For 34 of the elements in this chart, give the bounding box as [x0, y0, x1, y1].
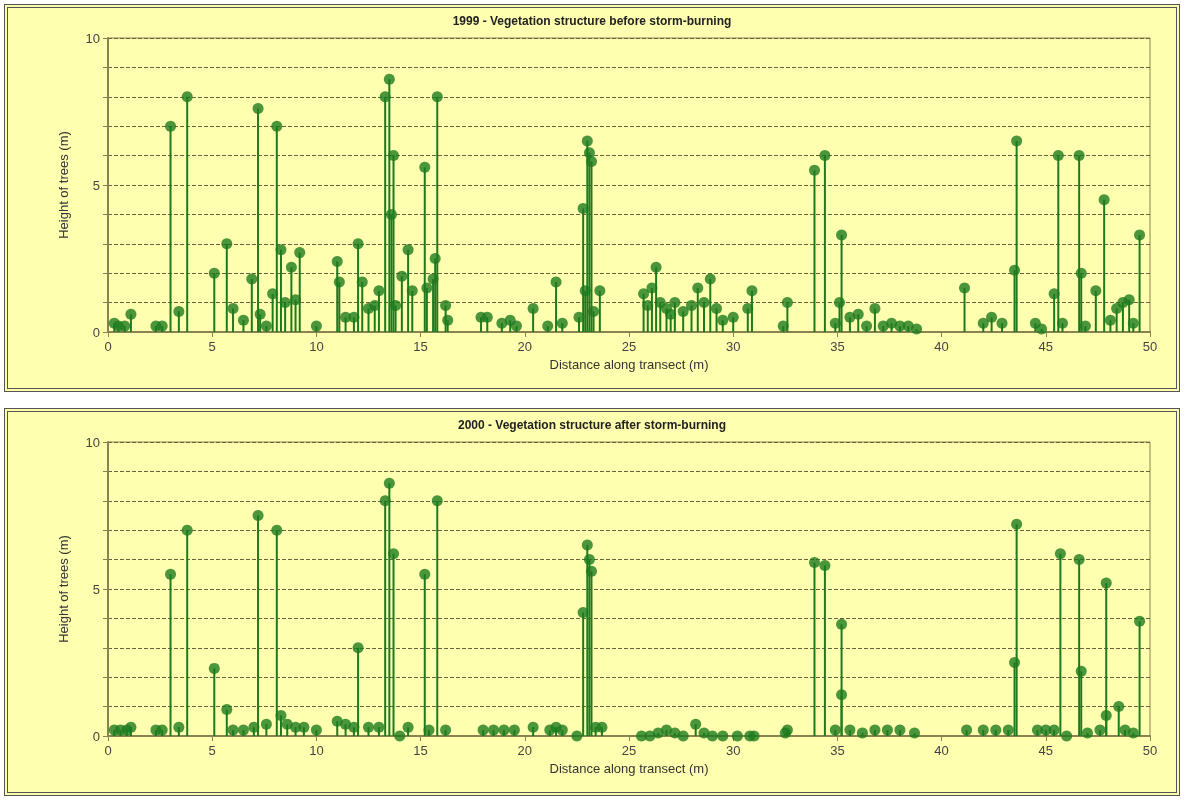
y-tick-label: 10 — [85, 434, 100, 450]
x-tick-label: 5 — [208, 339, 216, 354]
x-tick-label: 35 — [830, 743, 845, 758]
x-tick-label: 20 — [517, 743, 533, 758]
x-tick-label: 15 — [413, 743, 428, 758]
x-tick-label: 30 — [725, 339, 741, 354]
x-tick-label: 40 — [934, 339, 949, 354]
chart-title: 1999 - Vegetation structure before storm-burning — [452, 14, 732, 28]
y-tick-label: 5 — [92, 581, 100, 597]
x-tick-label: 40 — [934, 743, 949, 758]
x-tick-label: 35 — [830, 339, 845, 354]
x-tick-label: 0 — [104, 743, 112, 758]
x-tick-label: 10 — [309, 339, 324, 354]
x-tick-label: 25 — [621, 743, 637, 758]
x-axis-title: Distance along transect (m) — [549, 760, 709, 776]
chart-title: 2000 - Vegetation structure after storm-burning — [457, 418, 727, 432]
x-tick-label: 5 — [208, 743, 216, 758]
x-tick-label: 10 — [309, 743, 324, 758]
x-tick-label: 30 — [725, 743, 741, 758]
x-tick-label: 50 — [1142, 743, 1158, 758]
x-tick-label: 0 — [104, 339, 112, 354]
y-tick-label: 0 — [92, 728, 100, 744]
y-tick-label: 10 — [85, 30, 100, 46]
x-axis-title: Distance along transect (m) — [549, 356, 709, 372]
x-tick-label: 20 — [517, 339, 533, 354]
x-tick-label: 25 — [621, 339, 637, 354]
x-tick-label: 50 — [1142, 339, 1158, 354]
y-tick-label: 0 — [92, 324, 100, 340]
y-axis-title: Height of trees (m) — [56, 131, 71, 239]
x-tick-label: 15 — [413, 339, 428, 354]
y-axis-title: Height of trees (m) — [56, 535, 71, 643]
x-tick-label: 45 — [1038, 743, 1054, 758]
y-tick-label: 5 — [92, 177, 100, 193]
x-tick-label: 45 — [1038, 339, 1054, 354]
